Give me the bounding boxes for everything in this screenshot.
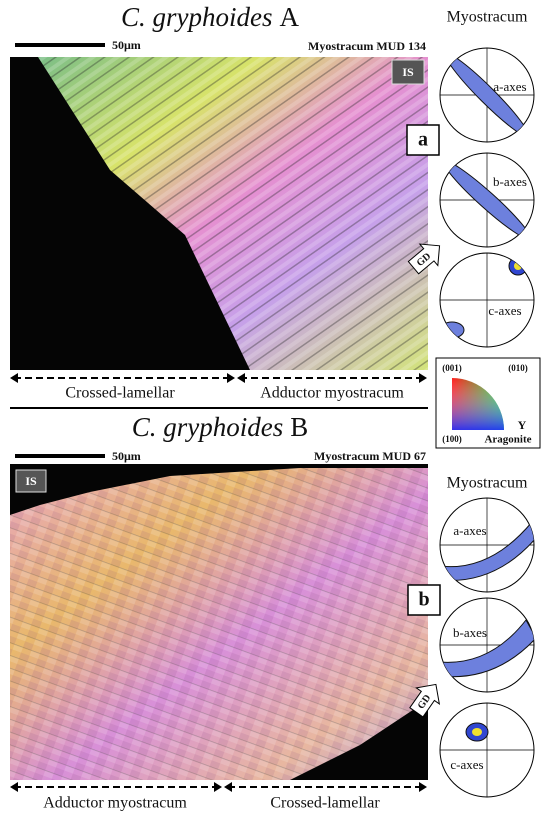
pole-figure: b-axes	[439, 152, 535, 248]
pf-label: c-axes	[450, 757, 483, 772]
pole-figure: c-axes	[439, 702, 535, 798]
panel-letter: B	[290, 412, 308, 442]
pole-figure: a-axes	[439, 47, 535, 143]
arrow-head	[224, 782, 232, 792]
pole-figure: a-axes	[439, 497, 535, 593]
panel-letter: A	[280, 2, 300, 32]
map-texture	[10, 464, 428, 780]
panel-title: C. gryphoides A	[121, 2, 300, 32]
pf-cluster	[440, 321, 465, 339]
pf-label: b-axes	[493, 174, 527, 189]
pf-label: a-axes	[453, 523, 486, 538]
legend-corner: (100)	[442, 434, 462, 444]
pf-band	[440, 619, 534, 678]
is-box	[391, 59, 425, 85]
ipf-key-shade	[452, 378, 504, 430]
pf-title: Myostracum	[447, 475, 528, 492]
dark-region	[10, 464, 428, 515]
species: C. gryphoides	[121, 2, 273, 32]
region-label: Adductor myostracum	[43, 795, 187, 812]
arrow-head	[237, 373, 245, 383]
arrow-shape	[407, 243, 441, 275]
dark-region	[10, 57, 250, 370]
gd-arrow: GD	[407, 243, 441, 275]
is-label: IS	[402, 65, 414, 79]
panel-label: b	[418, 589, 429, 611]
pf-title: Myostracum	[447, 9, 528, 26]
sample-label: Myostracum MUD 67	[314, 449, 426, 463]
pf-label: c-axes	[488, 303, 521, 318]
is-box	[15, 469, 47, 493]
legend-mineral: Aragonite	[484, 434, 531, 446]
dark-region	[290, 700, 428, 780]
arrow-head	[10, 373, 18, 383]
scale-label: 50μm	[112, 449, 141, 463]
panel-label-box	[407, 584, 441, 616]
pole-figure: b-axes	[439, 597, 535, 693]
pf-band	[440, 520, 534, 581]
is-label: IS	[25, 474, 37, 488]
species: C. gryphoides	[132, 412, 284, 442]
arrow-head	[419, 373, 427, 383]
pf-label: b-axes	[453, 625, 487, 640]
region-label: Crossed-lamellar	[270, 795, 380, 812]
arrow-head	[10, 782, 18, 792]
legend-axis: Y	[518, 418, 527, 432]
pf-max	[472, 728, 482, 736]
arrow-head	[214, 782, 222, 792]
pf-label: a-axes	[493, 79, 526, 94]
panel-label: a	[418, 129, 428, 151]
panel-title: C. gryphoides B	[132, 412, 309, 442]
legend-corner: (001)	[442, 363, 462, 373]
arrow-shape	[409, 683, 441, 718]
arrow-head	[419, 782, 427, 792]
pole-figure: c-axes	[439, 252, 535, 348]
gd-arrow: GD	[409, 683, 441, 718]
scale-label: 50μm	[112, 38, 141, 52]
pf-max	[514, 262, 522, 270]
sample-label: Myostracum MUD 134	[308, 39, 426, 53]
legend-corner: (010)	[508, 363, 528, 373]
region-label: Crossed-lamellar	[65, 385, 175, 402]
arrow-head	[227, 373, 235, 383]
panel-label-box	[406, 124, 440, 156]
region-label: Adductor myostracum	[260, 385, 404, 402]
